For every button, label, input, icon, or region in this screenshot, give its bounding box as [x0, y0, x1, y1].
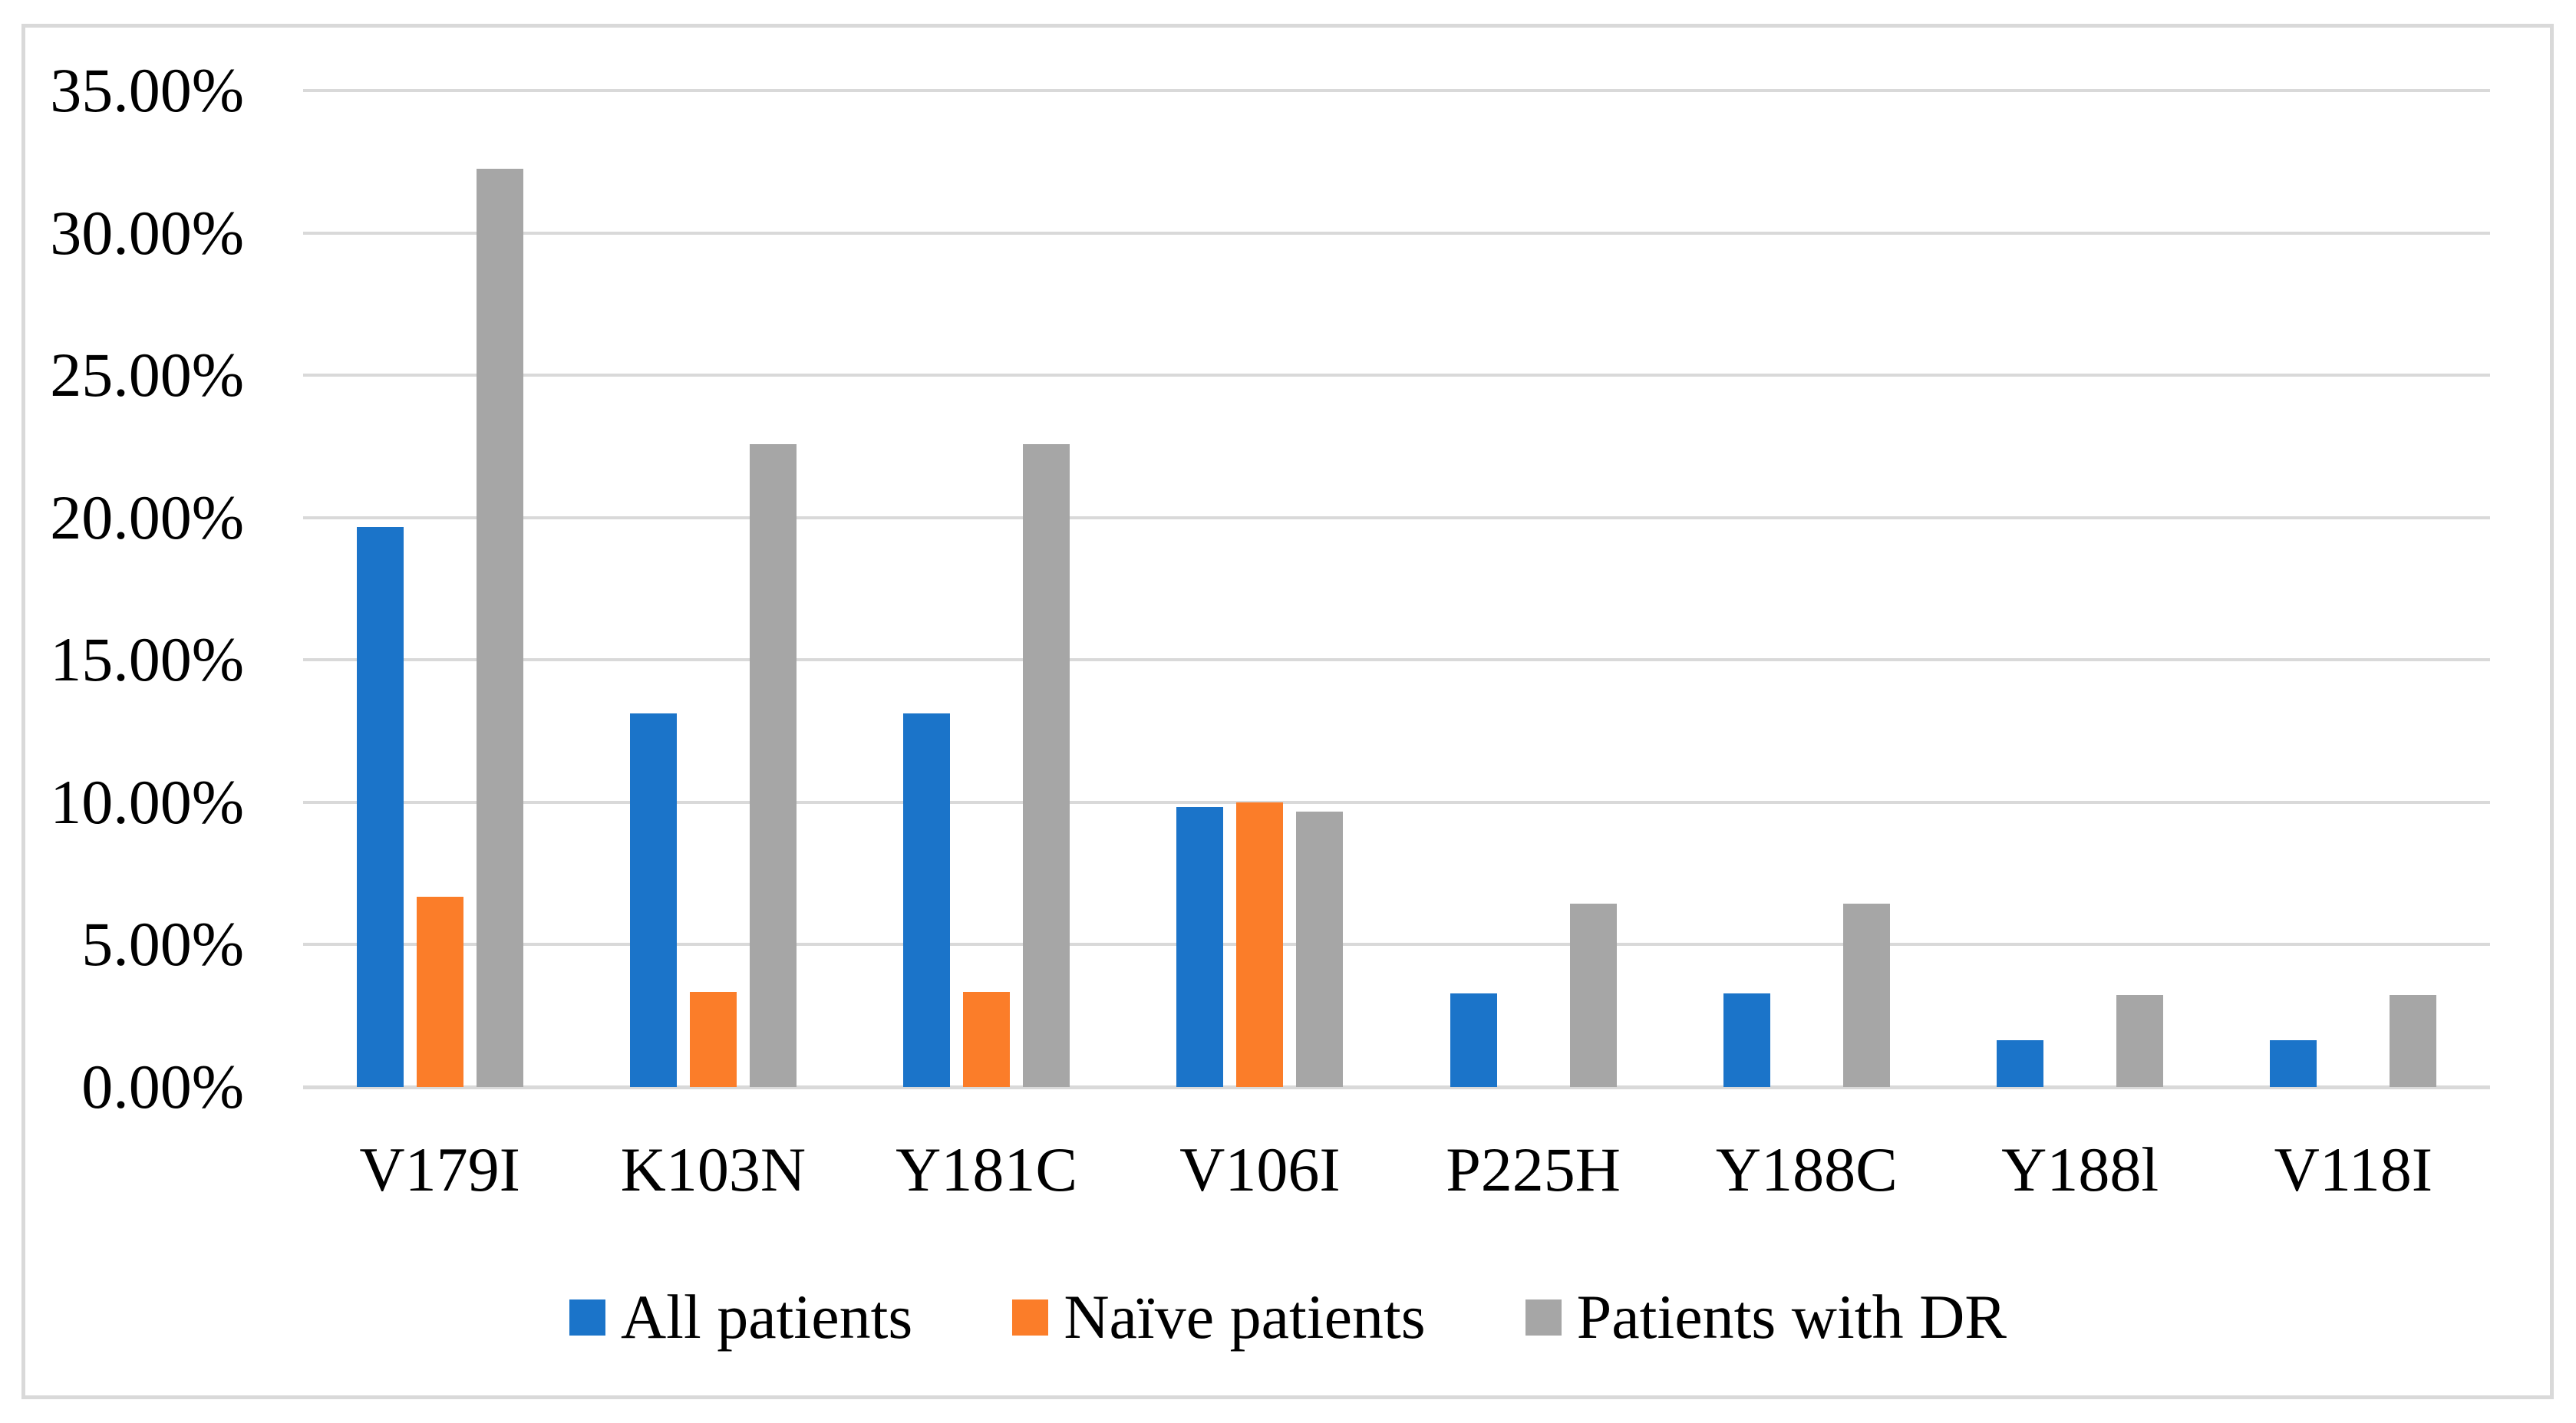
bar-all-patients-y181c — [903, 713, 951, 1087]
legend-label-all-patients: All patients — [620, 1282, 913, 1352]
legend-swatch-all-patients — [569, 1299, 605, 1336]
gridline-25 — [303, 374, 2490, 377]
bar-all-patients-p225h — [1450, 993, 1497, 1087]
x-tick-label-v179i: V179I — [359, 1135, 520, 1204]
chart-frame — [21, 24, 2554, 1399]
bar-all-patients-v106i — [1176, 806, 1224, 1087]
bar-patients-with-dr-k103n — [749, 444, 797, 1087]
x-tick-label-p225h: P225H — [1446, 1135, 1621, 1204]
x-tick-label-v118i: V118I — [2274, 1135, 2433, 1204]
gridline-5 — [303, 943, 2490, 946]
x-axis-line — [303, 1085, 2490, 1089]
bar-group-v106i — [1123, 802, 1397, 1087]
bar-patients-with-dr-v179i — [476, 168, 523, 1087]
y-tick-label-20: 20.00% — [50, 483, 244, 552]
bar-all-patients-k103n — [629, 713, 677, 1087]
gridline-20 — [303, 516, 2490, 519]
legend-item-na-ve-patients: Naïve patients — [1012, 1281, 1426, 1353]
gridline-15 — [303, 658, 2490, 661]
legend-label-patients-with-dr: Patients with DR — [1576, 1282, 2007, 1352]
gridline-30 — [303, 232, 2490, 235]
y-tick-label-10: 10.00% — [50, 767, 244, 837]
bar-na-ve-patients-v106i — [1236, 802, 1284, 1087]
x-tick-label-k103n: K103N — [620, 1135, 806, 1204]
gridline-10 — [303, 801, 2490, 804]
x-tick-label-y181c: Y181C — [895, 1135, 1078, 1204]
bar-patients-with-dr-y181c — [1023, 444, 1070, 1087]
bar-group-y188c — [1670, 903, 1943, 1087]
bar-group-y188l — [1944, 995, 2217, 1087]
legend-item-patients-with-dr: Patients with DR — [1525, 1281, 2007, 1353]
bar-na-ve-patients-v179i — [416, 897, 463, 1087]
bar-patients-with-dr-y188c — [1842, 903, 1890, 1087]
bar-patients-with-dr-v106i — [1296, 811, 1344, 1087]
y-tick-label-30: 30.00% — [50, 198, 244, 268]
bar-patients-with-dr-p225h — [1569, 903, 1617, 1087]
bar-patients-with-dr-y188l — [2116, 995, 2164, 1087]
bar-group-k103n — [576, 444, 849, 1087]
x-tick-label-v106i: V106I — [1179, 1135, 1341, 1204]
y-tick-label-15: 15.00% — [50, 624, 244, 694]
bar-group-p225h — [1397, 903, 1670, 1087]
bar-all-patients-y188c — [1723, 993, 1770, 1087]
bar-all-patients-y188l — [1997, 1040, 2044, 1087]
bar-na-ve-patients-y181c — [963, 992, 1011, 1087]
legend-item-all-patients: All patients — [569, 1281, 912, 1353]
bar-group-v118i — [2217, 995, 2490, 1087]
y-tick-label-5: 5.00% — [81, 909, 244, 979]
gridline-35 — [303, 89, 2490, 92]
bar-all-patients-v118i — [2270, 1040, 2317, 1087]
bar-group-v179i — [303, 168, 576, 1087]
bar-all-patients-v179i — [356, 527, 404, 1087]
bar-na-ve-patients-k103n — [689, 992, 737, 1087]
x-tick-label-y188c: Y188C — [1715, 1135, 1898, 1204]
x-tick-label-y188l: Y188l — [2001, 1135, 2159, 1204]
y-tick-label-25: 25.00% — [50, 340, 244, 410]
legend-swatch-patients-with-dr — [1525, 1299, 1562, 1336]
y-tick-label-35: 35.00% — [50, 55, 244, 125]
bar-group-y181c — [850, 444, 1123, 1087]
bar-patients-with-dr-v118i — [2390, 995, 2437, 1087]
y-tick-label-0: 0.00% — [81, 1052, 244, 1122]
legend-swatch-na-ve-patients — [1012, 1299, 1049, 1336]
legend-label-na-ve-patients: Naïve patients — [1064, 1282, 1426, 1352]
legend: All patients Naïve patients Patients with … — [0, 1275, 2576, 1359]
